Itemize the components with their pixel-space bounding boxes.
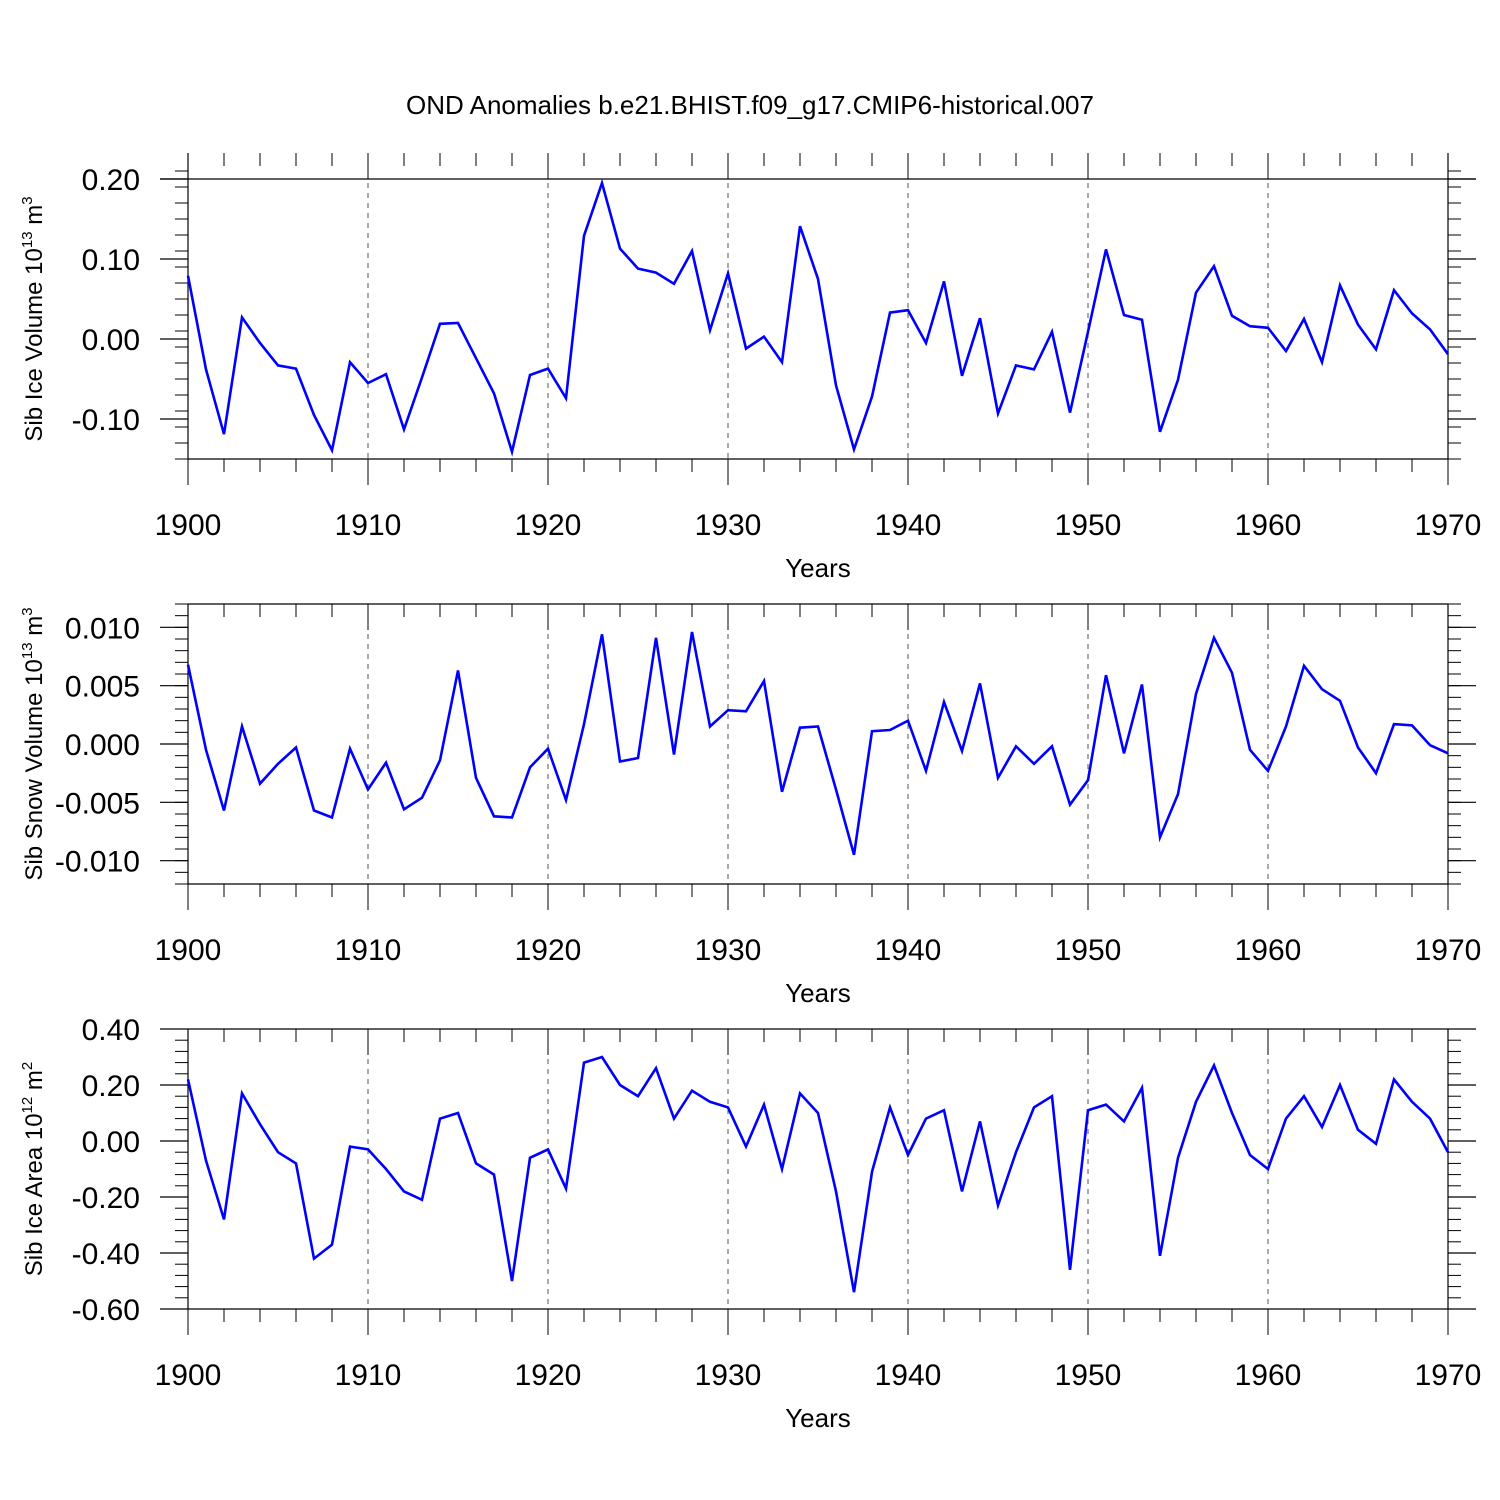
x-tick-label: 1950 (1055, 934, 1122, 967)
x-tick-label: 1900 (155, 509, 222, 542)
y-tick-label: 0.005 (65, 671, 140, 704)
x-tick-label: 1960 (1235, 934, 1302, 967)
x-tick-label: 1920 (515, 1359, 582, 1392)
y-axis-label: Sib Ice Area 1012 m2 (19, 1062, 48, 1276)
y-tick-label: 0.20 (82, 1070, 140, 1103)
chart-panel-snow-volume: 1900 1910 1920 1930 1940 1950 1960 1970 0.010 0.0… (19, 603, 1482, 1008)
y-tick-label: -0.005 (55, 787, 140, 820)
y-tick-label: 0.20 (82, 164, 140, 197)
y-tick-label: -0.10 (72, 404, 140, 437)
y-tick-label: 0.40 (82, 1014, 140, 1047)
y-tick-label: 0.010 (65, 612, 140, 645)
x-tick-label: 1930 (695, 509, 762, 542)
x-tick-label: 1910 (335, 509, 402, 542)
series-line-ice-area (186, 1055, 1450, 1293)
x-tick-label: 1930 (695, 934, 762, 967)
y-axis-label: Sib Snow Volume 1013 m3 (19, 607, 48, 880)
y-tick-label: -0.60 (72, 1294, 140, 1327)
x-tick-label: 1900 (155, 1359, 222, 1392)
y-tick-label: 0.000 (65, 729, 140, 762)
panels: 1900 1910 1920 1930 1940 1950 1960 1970 0.20 0.10… (19, 153, 1481, 1433)
x-axis-label: Years (785, 978, 851, 1008)
y-tick-label: -0.20 (72, 1182, 140, 1215)
y-tick-label: 0.00 (82, 1126, 140, 1159)
series-line-ice-volume (186, 178, 1450, 457)
x-tick-label: 1970 (1415, 509, 1482, 542)
y-tick-label: 0.00 (82, 324, 140, 357)
x-tick-label: 1950 (1055, 1359, 1122, 1392)
figure-title: OND Anomalies b.e21.BHIST.f09_g17.CMIP6-… (406, 90, 1094, 120)
x-tick-label: 1950 (1055, 509, 1122, 542)
x-tick-label: 1910 (335, 1359, 402, 1392)
x-tick-label: 1900 (155, 934, 222, 967)
x-tick-label: 1930 (695, 1359, 762, 1392)
x-axis-label: Years (785, 1403, 851, 1433)
x-tick-label: 1920 (515, 509, 582, 542)
x-tick-label: 1960 (1235, 509, 1302, 542)
y-tick-label: -0.010 (55, 846, 140, 879)
x-tick-label: 1940 (875, 1359, 942, 1392)
x-tick-label: 1970 (1415, 934, 1482, 967)
x-axis-label: Years (785, 553, 851, 583)
y-tick-label: 0.10 (82, 244, 140, 277)
chart-panel-ice-volume: 1900 1910 1920 1930 1940 1950 1960 1970 0.20 0.10… (19, 153, 1481, 583)
x-tick-label: 1910 (335, 934, 402, 967)
x-tick-label: 1960 (1235, 1359, 1302, 1392)
y-axis-label: Sib Ice Volume 1013 m3 (19, 196, 48, 441)
x-tick-label: 1970 (1415, 1359, 1482, 1392)
chart-panel-ice-area: 1900 1910 1920 1930 1940 1950 1960 1970 0.40 0.20… (19, 1014, 1481, 1433)
x-tick-label: 1940 (875, 934, 942, 967)
x-tick-label: 1940 (875, 509, 942, 542)
y-tick-label: -0.40 (72, 1238, 140, 1271)
x-tick-label: 1920 (515, 934, 582, 967)
series-line-snow-volume (186, 631, 1449, 856)
